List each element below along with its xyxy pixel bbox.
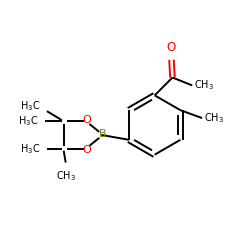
Text: O: O bbox=[82, 115, 91, 125]
Text: CH$_3$: CH$_3$ bbox=[194, 78, 214, 92]
Text: B: B bbox=[98, 129, 106, 139]
Text: H$_3$C: H$_3$C bbox=[20, 142, 40, 156]
Text: CH$_3$: CH$_3$ bbox=[204, 111, 224, 125]
Text: O: O bbox=[82, 145, 91, 155]
Text: CH$_3$: CH$_3$ bbox=[56, 170, 76, 183]
Text: H$_3$C: H$_3$C bbox=[20, 99, 40, 113]
Text: H$_3$C: H$_3$C bbox=[18, 114, 38, 128]
Text: O: O bbox=[167, 41, 176, 54]
